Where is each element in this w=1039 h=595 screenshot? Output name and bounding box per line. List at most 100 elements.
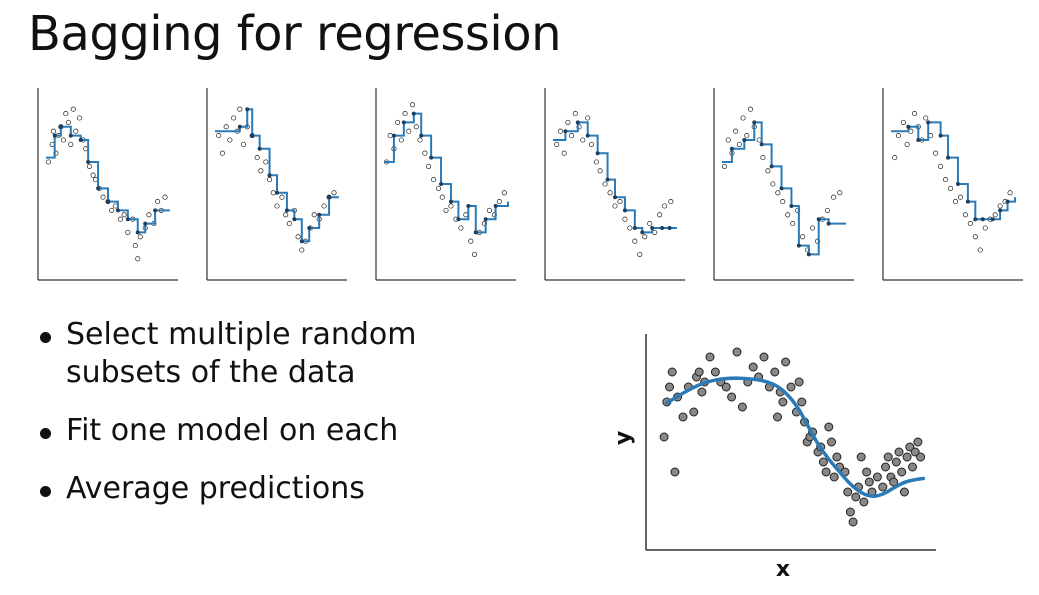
data-point <box>832 452 842 462</box>
data-point <box>733 128 739 134</box>
sampled-point <box>78 138 83 142</box>
data-point <box>63 111 69 117</box>
data-point <box>697 387 707 397</box>
data-point <box>916 452 926 462</box>
data-point <box>780 199 786 205</box>
data-point <box>283 212 289 218</box>
data-point <box>279 194 285 200</box>
sampled-point <box>946 155 951 160</box>
data-point <box>60 137 66 143</box>
data-point <box>889 477 899 487</box>
data-point <box>923 115 929 121</box>
data-point <box>436 185 442 191</box>
data-point <box>295 234 301 240</box>
sampled-point <box>419 133 424 138</box>
data-point <box>219 150 225 156</box>
sampled-point <box>595 151 600 156</box>
data-point <box>109 207 115 213</box>
data-point <box>827 437 836 447</box>
sampled-point <box>998 208 1003 213</box>
data-point <box>736 141 742 147</box>
sampled-point <box>938 133 943 138</box>
data-point <box>785 212 791 218</box>
sampled-point <box>68 133 73 138</box>
sampled-point <box>980 217 985 222</box>
averaged-plot-svg: xy <box>611 334 936 582</box>
sampled-point <box>916 138 921 142</box>
data-point <box>486 207 492 213</box>
sampled-point <box>622 208 627 213</box>
bootstrap-plot-4-svg <box>544 88 685 281</box>
data-point <box>406 128 412 134</box>
data-point <box>299 247 305 253</box>
data-point <box>878 482 888 492</box>
data-point <box>800 234 806 240</box>
data-point <box>162 194 168 200</box>
data-point <box>431 177 437 183</box>
data-point <box>727 392 737 402</box>
data-point <box>899 487 909 497</box>
data-point <box>938 163 944 169</box>
data-point <box>422 150 428 156</box>
data-point <box>597 168 603 174</box>
data-point <box>569 133 575 139</box>
data-point <box>331 190 337 196</box>
data-point <box>223 124 229 130</box>
data-point <box>73 128 79 134</box>
sampled-point <box>245 107 250 112</box>
sampled-point <box>667 226 672 230</box>
sampled-point <box>275 190 279 195</box>
sampled-point <box>96 186 101 191</box>
data-point <box>580 137 586 143</box>
sampled-point <box>816 217 821 222</box>
sampled-point <box>926 120 931 125</box>
bootstrap-panels <box>36 88 1026 284</box>
sampled-point <box>466 204 471 208</box>
data-point <box>862 467 872 477</box>
data-point <box>992 212 998 218</box>
data-point <box>254 155 260 161</box>
data-point <box>125 229 131 235</box>
bootstrap-plot-3 <box>374 88 516 282</box>
data-point <box>972 234 978 240</box>
data-point <box>417 137 423 143</box>
bootstrap-plot-6-svg <box>882 88 1023 281</box>
data-point <box>231 115 237 121</box>
sampled-point <box>237 124 242 129</box>
data-point <box>770 181 776 187</box>
data-point <box>471 251 478 257</box>
bootstrap-plot-4 <box>543 88 685 282</box>
sampled-point <box>826 221 831 226</box>
data-point <box>50 128 56 134</box>
sampled-point <box>796 243 801 248</box>
data-point <box>100 194 106 200</box>
sampled-point <box>456 217 461 222</box>
data-point <box>895 133 901 139</box>
sampled-point <box>292 217 297 222</box>
data-point <box>997 203 1003 209</box>
data-point <box>933 150 939 156</box>
data-point <box>557 128 563 134</box>
data-point <box>732 347 742 357</box>
sampled-point <box>605 177 610 182</box>
sampled-point <box>429 155 434 160</box>
data-point <box>765 168 771 174</box>
data-point <box>274 203 280 209</box>
data-point <box>321 203 327 209</box>
sampled-point <box>575 120 580 125</box>
data-point <box>892 155 898 161</box>
sampled-point <box>779 186 784 191</box>
data-point <box>710 367 720 377</box>
data-point <box>146 212 152 218</box>
data-point <box>891 457 901 467</box>
data-point <box>843 487 853 497</box>
data-point <box>632 238 638 244</box>
sampled-point <box>650 226 655 230</box>
sampled-point <box>955 182 960 186</box>
data-point <box>725 137 731 143</box>
data-point <box>263 159 269 165</box>
sampled-point <box>58 124 63 129</box>
data-point <box>90 172 96 178</box>
data-point <box>904 141 910 147</box>
data-point <box>797 397 807 407</box>
